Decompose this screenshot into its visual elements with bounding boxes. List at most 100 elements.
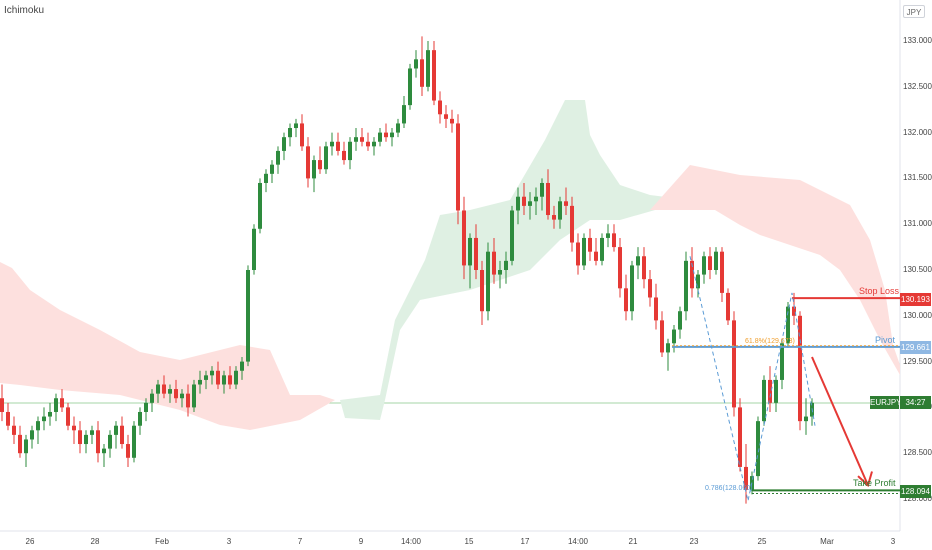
candle-bearish xyxy=(522,196,526,206)
candle-bullish xyxy=(702,256,706,275)
candle-bullish xyxy=(396,123,400,133)
candle-bearish xyxy=(576,242,580,266)
candle-bearish xyxy=(96,430,100,454)
candle-bullish xyxy=(666,343,670,353)
candle-bearish xyxy=(120,425,124,445)
candle-bullish xyxy=(558,201,562,220)
candle-bullish xyxy=(510,210,514,261)
candle-bearish xyxy=(624,288,628,312)
time-tick-label: 9 xyxy=(358,537,364,546)
take-profit-price-tag: 128.094 xyxy=(900,485,931,498)
candle-bullish xyxy=(144,402,148,412)
candle-bullish xyxy=(138,411,142,426)
candle-bullish xyxy=(426,50,430,87)
candle-bullish xyxy=(534,196,538,202)
candlesticks xyxy=(0,36,814,504)
candle-bearish xyxy=(720,251,724,293)
candle-bearish xyxy=(336,141,340,151)
candle-bullish xyxy=(600,237,604,261)
candle-bearish xyxy=(306,146,310,179)
candle-bullish xyxy=(678,311,682,330)
candle-bearish xyxy=(732,320,736,408)
currency-badge[interactable]: JPY xyxy=(903,5,925,18)
time-tick-label: 21 xyxy=(628,537,638,546)
candle-bullish xyxy=(414,59,418,69)
candle-bearish xyxy=(492,251,496,275)
candle-bearish xyxy=(228,375,232,385)
candle-bullish xyxy=(684,260,688,312)
price-tick-label: 132.000 xyxy=(903,127,932,137)
candle-bearish xyxy=(570,205,574,243)
time-tick-label: 7 xyxy=(297,537,303,546)
candle-bullish xyxy=(132,425,136,458)
candle-bullish xyxy=(780,343,784,380)
candle-bullish xyxy=(330,141,334,147)
candle-bearish xyxy=(726,292,730,321)
candle-bullish xyxy=(252,228,256,270)
time-tick-label: 26 xyxy=(25,537,35,546)
candle-bearish xyxy=(12,425,16,435)
time-tick-label: 23 xyxy=(689,537,699,546)
candle-bullish xyxy=(222,375,226,385)
candle-bearish xyxy=(384,132,388,138)
pivot-price-tag: 129.661 xyxy=(900,341,931,354)
candle-bullish xyxy=(246,270,250,362)
candle-bearish xyxy=(594,251,598,261)
candle-bullish xyxy=(198,379,202,385)
candle-bearish xyxy=(78,430,82,445)
candle-bullish xyxy=(528,201,532,206)
candle-bearish xyxy=(444,114,448,119)
candle-bearish xyxy=(654,297,658,321)
candle-bullish xyxy=(240,361,244,371)
candle-bearish xyxy=(174,389,178,399)
candle-bullish xyxy=(408,68,412,106)
cloud-bull-middle xyxy=(340,100,690,420)
candle-bullish xyxy=(762,379,766,422)
candle-bullish xyxy=(756,421,760,477)
candle-bullish xyxy=(84,434,88,445)
time-tick-label: 3 xyxy=(226,537,232,546)
candle-bullish xyxy=(636,256,640,266)
candle-bullish xyxy=(696,274,700,289)
stop-loss-price-tag: 130.193 xyxy=(900,293,931,306)
candle-bearish xyxy=(72,425,76,431)
candle-bullish xyxy=(714,251,718,270)
candle-bearish xyxy=(342,150,346,161)
candle-bullish xyxy=(630,265,634,312)
candle-bullish xyxy=(90,430,94,435)
indicator-label[interactable]: Ichimoku xyxy=(4,5,45,16)
projection-arrow-line xyxy=(811,356,869,486)
candle-bullish xyxy=(264,173,268,183)
candle-bullish xyxy=(204,375,208,380)
candle-bullish xyxy=(312,160,316,179)
candle-bearish xyxy=(738,407,742,467)
fib-786-label: 0.786(128.060) xyxy=(705,485,753,492)
price-tick-label: 128.000 xyxy=(903,494,932,503)
candle-bullish xyxy=(468,237,472,266)
time-tick-label: 15 xyxy=(464,537,474,546)
candle-bullish xyxy=(516,196,520,211)
trade-overlays xyxy=(672,256,900,501)
candle-bullish xyxy=(786,306,790,344)
price-tick-label: 131.500 xyxy=(903,173,932,183)
price-tick-label: 128.500 xyxy=(903,448,932,458)
candle-bullish xyxy=(324,146,328,170)
candle-bearish xyxy=(708,256,712,270)
candle-bearish xyxy=(612,233,616,248)
candle-bullish xyxy=(270,164,274,174)
candle-bearish xyxy=(744,466,748,490)
candle-bullish xyxy=(486,251,490,312)
candle-bullish xyxy=(108,434,112,449)
candle-bullish xyxy=(150,393,154,403)
time-tick-label: 14:00 xyxy=(567,537,589,546)
candle-bearish xyxy=(618,247,622,289)
candle-bullish xyxy=(114,425,118,435)
candle-bullish xyxy=(540,182,544,197)
candle-bullish xyxy=(30,430,34,440)
candle-bullish xyxy=(582,237,586,266)
price-tick-label: 130.000 xyxy=(903,310,932,320)
grid-layer xyxy=(0,0,901,532)
candle-bearish xyxy=(690,260,694,289)
candle-bullish xyxy=(672,329,676,344)
